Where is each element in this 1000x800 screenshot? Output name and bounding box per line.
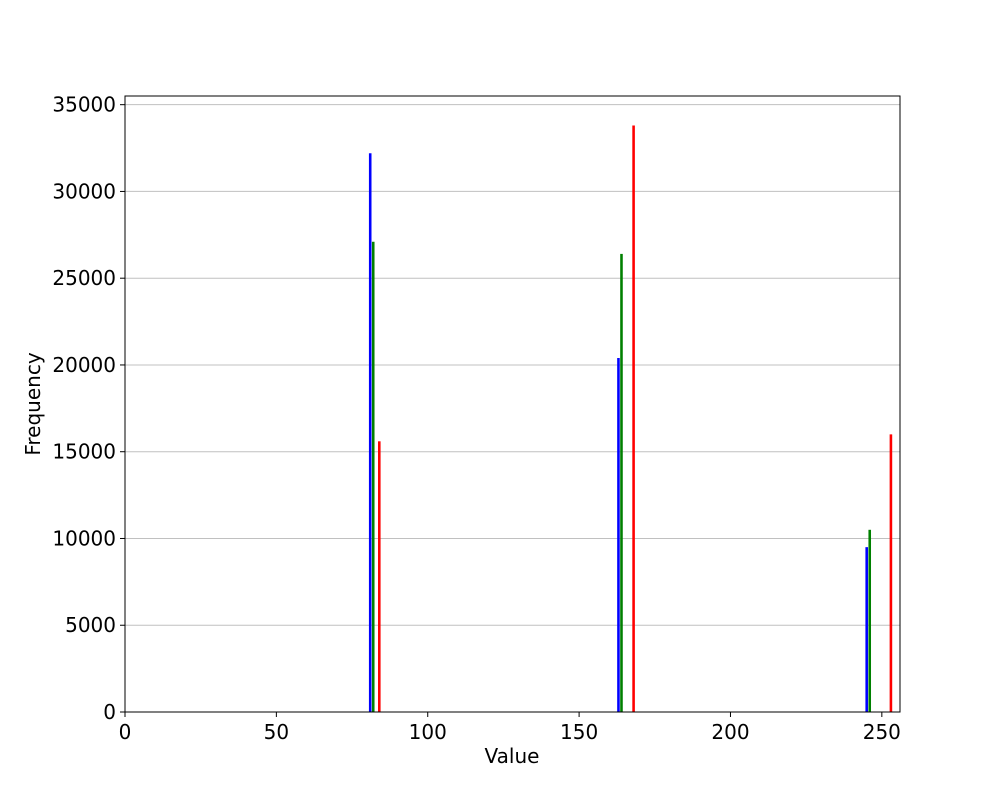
bar-series-3-x-253 — [889, 434, 893, 712]
y-tick-label: 25000 — [52, 266, 116, 290]
x-tick-label: 150 — [560, 720, 598, 744]
bar-series-1-x-245 — [865, 547, 868, 712]
y-axis-ticks: 0 5000 10000 15000 20000 25000 30000 35000 — [52, 93, 125, 724]
y-tick-label: 30000 — [52, 179, 116, 203]
bar-series-3-x-168 — [632, 125, 635, 712]
x-tick-label: 100 — [409, 720, 447, 744]
y-axis-label: Frequency — [21, 352, 45, 455]
bar-series-2-x-164 — [620, 253, 623, 712]
bar-series-2-x-246 — [868, 529, 872, 712]
grid-lines — [125, 104, 900, 713]
x-tick-label: 200 — [711, 720, 749, 744]
bar-series-3-x-84 — [378, 441, 381, 712]
x-axis-ticks: 0 50 100 150 200 250 — [119, 712, 901, 744]
y-tick-label: 15000 — [52, 440, 116, 464]
y-tick-label: 35000 — [52, 93, 116, 117]
bar-series-2-x-82 — [371, 241, 375, 712]
y-tick-label: 5000 — [65, 613, 116, 637]
x-tick-label: 250 — [863, 720, 901, 744]
y-tick-label: 0 — [103, 700, 116, 724]
x-tick-label: 0 — [119, 720, 132, 744]
x-axis-label: Value — [485, 744, 540, 768]
y-tick-label: 10000 — [52, 526, 116, 550]
bar-series-1-x-163 — [617, 358, 620, 712]
plot-frame — [124, 95, 901, 713]
y-tick-label: 20000 — [52, 353, 116, 377]
x-tick-label: 50 — [264, 720, 289, 744]
bars — [368, 125, 893, 713]
bar-series-1-x-81 — [368, 153, 372, 713]
